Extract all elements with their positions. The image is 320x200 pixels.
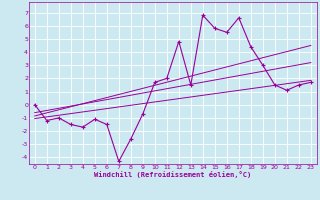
X-axis label: Windchill (Refroidissement éolien,°C): Windchill (Refroidissement éolien,°C) bbox=[94, 171, 252, 178]
